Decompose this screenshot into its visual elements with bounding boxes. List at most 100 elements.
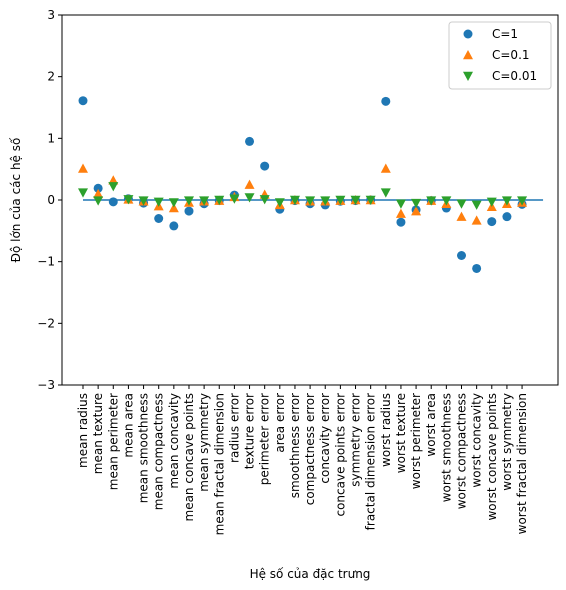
x-tick-label: mean smoothness (137, 393, 151, 503)
point-c001 (244, 193, 255, 203)
y-tick-label: 2 (47, 70, 55, 84)
point-c001 (305, 196, 316, 206)
point-c001 (486, 197, 497, 207)
point-c1 (396, 217, 406, 227)
point-c001 (229, 194, 240, 204)
x-tick-label: worst symmetry (500, 393, 514, 491)
point-c1 (154, 214, 164, 223)
x-tick-label: mean concavity (167, 393, 181, 489)
x-tick-label: mean compactness (152, 393, 166, 510)
x-tick-label: mean fractal dimension (212, 393, 226, 535)
point-c001 (517, 196, 528, 206)
legend-label-c1: C=1 (492, 27, 518, 41)
point-c01 (244, 179, 255, 189)
point-c001 (183, 196, 194, 206)
x-tick-label: worst area (424, 393, 438, 457)
point-c001 (259, 195, 270, 205)
point-c01 (456, 211, 467, 221)
x-tick-label: worst compactness (455, 393, 469, 509)
point-c001 (320, 196, 331, 206)
point-c1 (502, 212, 512, 222)
legend: C=1 C=0.1 C=0.01 (448, 21, 552, 90)
data-points (78, 96, 528, 273)
x-tick-label: mean symmetry (197, 393, 211, 492)
point-c1 (487, 217, 497, 227)
x-axis-label: Hệ số của đặc trưng (250, 567, 371, 581)
point-c1 (245, 136, 255, 146)
point-c001 (138, 196, 149, 206)
point-c1 (260, 161, 270, 171)
x-tick-label: mean area (121, 393, 135, 458)
x-tick-label: concavity error (318, 393, 332, 484)
point-c01 (93, 188, 104, 199)
point-c001 (289, 195, 300, 205)
x-tick-label: worst texture (394, 393, 408, 473)
x-tick-label: mean texture (91, 393, 105, 474)
x-tick-label: texture error (243, 393, 257, 469)
point-c001 (199, 196, 210, 206)
x-tick-label: worst smoothness (439, 393, 453, 502)
y-tick-label: −3 (37, 378, 55, 392)
x-tick-label: mean concave points (182, 393, 196, 522)
x-tick-label: mean perimeter (106, 393, 120, 490)
point-c001 (471, 200, 482, 210)
x-tick-label: symmetry error (349, 393, 363, 487)
point-c01 (471, 215, 482, 225)
point-c001 (153, 197, 164, 207)
point-c001 (214, 195, 225, 205)
point-c1 (184, 206, 194, 216)
point-c1 (381, 96, 391, 106)
legend-frame (448, 21, 552, 90)
point-c001 (168, 198, 179, 208)
y-tick-label: 3 (47, 8, 55, 22)
x-tick-label: smoothness error (288, 393, 302, 498)
point-c001 (441, 196, 452, 206)
legend-markers (463, 29, 473, 81)
point-c001 (78, 188, 88, 198)
point-c01 (78, 163, 88, 173)
point-c001 (501, 196, 512, 206)
point-c001 (395, 199, 406, 209)
plot-frame (61, 14, 559, 386)
x-tick-label: worst concave points (485, 393, 499, 521)
y-axis-ticks: 3 2 1 0 −1 −2 −3 (37, 8, 62, 392)
point-c001 (274, 198, 285, 208)
x-axis-ticks: mean radius mean texture mean perimeter mea… (76, 385, 529, 535)
legend-marker-c01 (463, 50, 473, 60)
point-c001 (93, 196, 104, 206)
x-tick-label: compactness error (303, 393, 317, 505)
point-c1 (93, 183, 103, 193)
point-c001 (350, 195, 361, 205)
point-c1 (108, 197, 118, 207)
x-tick-label: fractal dimension error (364, 393, 378, 530)
legend-marker-c001 (463, 71, 473, 81)
point-c001 (426, 196, 437, 206)
point-c001 (335, 195, 346, 205)
point-c001 (411, 198, 422, 209)
x-tick-label: worst perimeter (409, 393, 423, 489)
y-tick-label: 0 (47, 193, 55, 207)
point-c001 (365, 195, 376, 205)
legend-label-c01: C=0.1 (492, 48, 530, 62)
x-tick-label: perimeter error (258, 393, 272, 485)
point-c01 (395, 208, 406, 218)
y-tick-label: −1 (37, 255, 55, 269)
point-c1 (472, 263, 482, 273)
point-c01 (380, 163, 391, 173)
point-c01 (168, 203, 179, 213)
legend-marker-c1 (463, 29, 473, 39)
x-tick-label: worst radius (379, 393, 393, 467)
x-tick-label: area error (273, 393, 287, 453)
y-axis-label: Độ lớn của các hệ số (9, 137, 23, 262)
point-c1 (78, 96, 88, 106)
point-c001 (108, 182, 119, 192)
point-c001 (123, 195, 134, 205)
legend-label-c001: C=0.01 (492, 69, 537, 83)
point-c001 (456, 199, 467, 209)
x-tick-label: worst fractal dimension (515, 393, 529, 534)
x-tick-label: concave points error (333, 393, 347, 517)
point-c001 (380, 188, 391, 198)
x-tick-label: worst concavity (470, 393, 484, 488)
x-tick-label: radius error (227, 393, 241, 463)
